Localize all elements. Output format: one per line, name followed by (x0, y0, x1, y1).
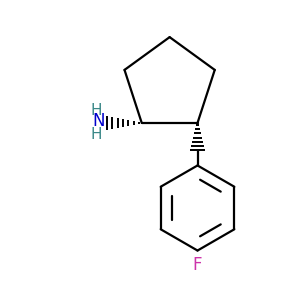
Text: N: N (92, 112, 104, 130)
Text: F: F (193, 256, 202, 274)
Text: H: H (90, 103, 102, 118)
Text: H: H (90, 127, 102, 142)
